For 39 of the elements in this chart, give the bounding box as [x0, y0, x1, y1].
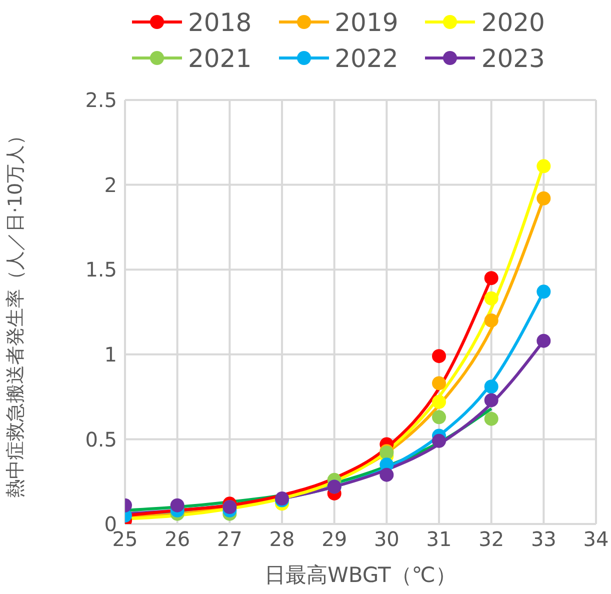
y-axis-title: 熱中症救急搬送者発生率（人／日·10万人） [4, 126, 27, 498]
x-tick-label: 31 [426, 527, 452, 552]
point [484, 291, 498, 306]
x-tick-label: 34 [583, 527, 609, 552]
point [170, 498, 184, 512]
x-tick-label: 32 [478, 527, 504, 552]
point [484, 393, 498, 408]
y-tick-label: 2.5 [85, 88, 117, 112]
point [484, 271, 498, 286]
x-tick-label: 29 [322, 527, 348, 552]
point [432, 434, 446, 448]
point [432, 349, 446, 364]
point [380, 468, 394, 482]
legend-label: 2021 [188, 44, 252, 72]
legend-label: 2022 [334, 44, 398, 72]
legend-label: 2020 [481, 8, 545, 36]
y-tick-label: 1 [104, 342, 117, 366]
point [536, 284, 551, 299]
point [432, 394, 446, 409]
x-tick-label: 33 [530, 527, 556, 552]
legend-label: 2019 [334, 8, 398, 36]
point [484, 380, 498, 394]
y-tick-label: 2 [104, 172, 117, 197]
x-tick-label: 27 [216, 527, 242, 552]
x-tick-label: 30 [374, 527, 400, 552]
point [536, 334, 551, 348]
y-tick-label: 0.5 [85, 427, 117, 452]
y-tick-label: 1.5 [85, 258, 117, 282]
point [432, 410, 446, 424]
point [536, 159, 551, 174]
legend-label: 2023 [481, 44, 545, 72]
point [432, 376, 446, 390]
point [536, 191, 551, 206]
point [484, 313, 498, 328]
x-axis-title: 日最高WBGT（℃） [264, 563, 456, 587]
x-tick-label: 26 [164, 527, 190, 552]
x-tick-label: 28 [269, 527, 295, 552]
point [484, 412, 498, 426]
legend-label: 2018 [188, 8, 252, 36]
